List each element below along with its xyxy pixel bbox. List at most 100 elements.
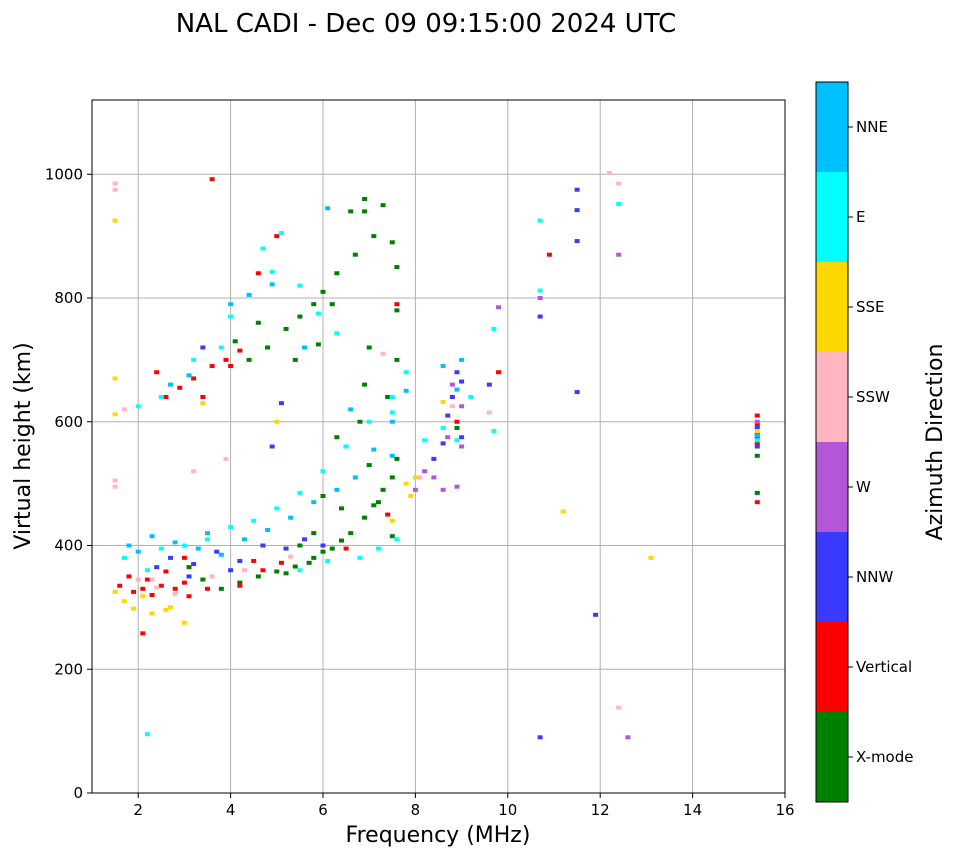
data-point	[385, 512, 391, 517]
data-point	[371, 447, 377, 452]
data-point	[172, 591, 178, 596]
data-point	[754, 490, 760, 495]
data-point	[283, 546, 289, 551]
data-point	[403, 388, 409, 393]
colorbar-segment	[816, 172, 848, 262]
colorbar-legend: X-mode Vertical NNW W SSW SSE E NNE	[815, 81, 913, 803]
data-point	[445, 413, 451, 418]
data-point	[135, 577, 141, 582]
data-point	[537, 314, 543, 319]
data-point	[214, 549, 220, 554]
data-point	[278, 231, 284, 236]
data-point	[459, 404, 465, 409]
data-point	[352, 475, 358, 480]
data-point	[371, 234, 377, 239]
y-axis-ticks: 0 200 400 600 800 1000	[45, 165, 92, 802]
x-tick-label: 8	[411, 801, 421, 819]
data-point	[454, 370, 460, 375]
data-point	[537, 735, 543, 740]
data-point	[389, 419, 395, 424]
data-point	[394, 265, 400, 270]
x-tick-label: 4	[226, 801, 236, 819]
data-point	[255, 320, 261, 325]
data-point	[329, 302, 335, 307]
data-point	[112, 478, 118, 483]
y-tick-label: 600	[54, 413, 83, 431]
data-point	[112, 484, 118, 489]
data-point	[454, 419, 460, 424]
data-point	[440, 425, 446, 430]
data-point	[616, 252, 622, 257]
data-point	[648, 555, 654, 560]
data-point	[334, 331, 340, 336]
data-point	[205, 537, 210, 542]
data-point	[302, 537, 308, 542]
colorbar-label: SSW	[856, 388, 890, 406]
data-point	[218, 552, 224, 557]
data-point	[265, 528, 271, 533]
data-point	[260, 568, 266, 573]
colorbar-title: Azimuth Direction	[923, 343, 948, 540]
data-point	[445, 435, 451, 440]
data-point	[278, 560, 284, 565]
colorbar-segment	[816, 712, 848, 802]
colorbar-frame	[815, 81, 849, 803]
data-point	[200, 577, 206, 582]
grid-lines	[92, 100, 786, 794]
data-point	[149, 611, 155, 616]
data-point	[334, 435, 340, 440]
y-tick-label: 400	[54, 537, 83, 555]
data-point	[320, 494, 326, 498]
data-point	[440, 487, 446, 492]
data-point	[491, 429, 497, 434]
data-point	[228, 314, 234, 319]
data-point	[223, 456, 229, 461]
data-point	[181, 620, 187, 625]
data-point	[459, 444, 465, 449]
data-point	[209, 574, 215, 579]
data-point	[144, 577, 150, 582]
data-point	[237, 558, 243, 563]
data-point	[154, 370, 160, 375]
y-axis-label: Virtual height (km)	[11, 342, 36, 549]
data-point	[459, 357, 465, 362]
series-vertical	[117, 177, 760, 636]
colorbar-segment	[816, 442, 848, 532]
data-point	[112, 218, 118, 223]
data-point	[205, 531, 210, 536]
data-point	[246, 292, 252, 297]
data-point	[283, 571, 289, 576]
data-point	[149, 593, 155, 597]
data-point	[274, 419, 280, 424]
data-point	[112, 181, 118, 186]
data-point	[357, 555, 363, 560]
data-point	[754, 453, 760, 458]
data-point	[334, 487, 340, 492]
data-point	[352, 252, 358, 257]
data-point	[325, 206, 331, 211]
data-point	[375, 500, 381, 505]
data-point	[168, 555, 174, 560]
data-point	[366, 463, 372, 468]
data-point	[496, 305, 502, 310]
data-point	[311, 302, 317, 307]
data-point	[200, 395, 206, 399]
data-point	[237, 348, 243, 353]
data-point	[348, 209, 354, 214]
data-point	[329, 546, 335, 551]
data-point	[154, 585, 160, 590]
data-point	[754, 425, 760, 430]
data-point	[625, 735, 631, 740]
x-tick-label: 14	[683, 801, 702, 819]
data-point	[449, 395, 455, 399]
data-point	[126, 574, 132, 579]
data-point	[389, 410, 395, 415]
data-point	[389, 395, 395, 399]
data-point	[380, 351, 386, 356]
data-point	[408, 494, 414, 498]
series-x-mode	[186, 197, 760, 591]
data-point	[338, 506, 344, 511]
data-point	[302, 345, 308, 350]
data-point	[274, 569, 280, 574]
